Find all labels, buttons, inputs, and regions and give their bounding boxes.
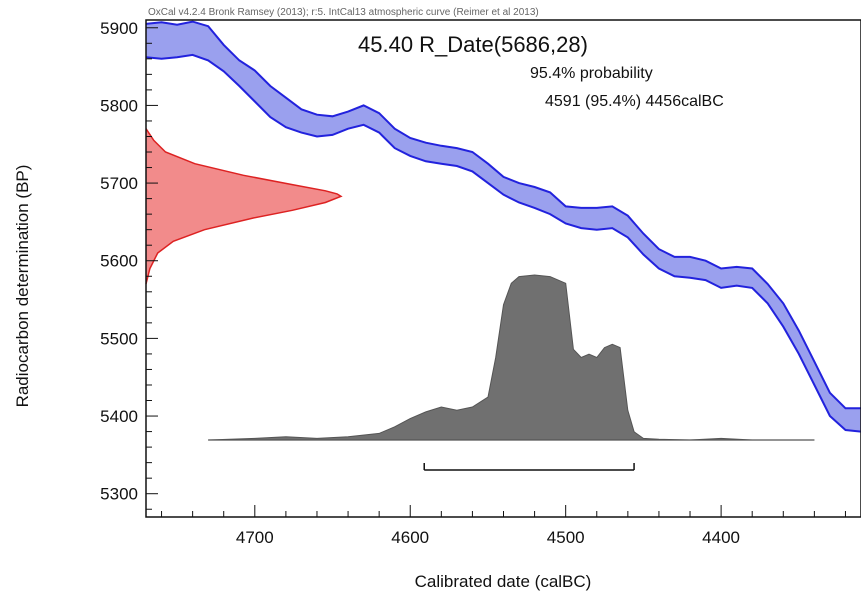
radiocarbon-distribution	[145, 128, 343, 285]
range-label: 4591 (95.4%) 4456calBC	[545, 93, 724, 110]
calibrated-fill	[208, 274, 815, 441]
curve-band-fill	[146, 21, 861, 432]
x-tick-label: 4400	[702, 528, 740, 547]
y-ticks: 5300 5400 5500 5600 5700 5800 5900	[100, 19, 158, 510]
x-axis-title: Calibrated date (calBC)	[415, 572, 592, 591]
x-tick-label: 4500	[547, 528, 585, 547]
y-tick-label: 5600	[100, 252, 138, 271]
x-tick-label: 4700	[236, 528, 274, 547]
curve-band	[145, 20, 861, 433]
radiocarbon-fill	[146, 128, 341, 284]
x-ticks: 4700 4600 4500 4400	[161, 505, 846, 547]
calibrated-distribution	[208, 274, 815, 441]
y-tick-label: 5400	[100, 407, 138, 426]
y-tick-label: 5700	[100, 174, 138, 193]
y-axis-title: Radiocarbon determination (BP)	[13, 165, 32, 408]
range-bar	[423, 463, 635, 471]
radiocarbon-outline	[145, 128, 343, 285]
x-tick-label: 4600	[391, 528, 429, 547]
curve-upper-line	[145, 20, 861, 410]
y-tick-label: 5900	[100, 19, 138, 38]
chart-title: 45.40 R_Date(5686,28)	[358, 32, 588, 57]
curve-lower-line	[145, 53, 861, 433]
y-tick-label: 5500	[100, 329, 138, 348]
y-tick-label: 5300	[100, 485, 138, 504]
y-tick-label: 5800	[100, 96, 138, 115]
probability-label: 95.4% probability	[530, 65, 653, 82]
header-text: OxCal v4.2.4 Bronk Ramsey (2013); r:5. I…	[148, 7, 539, 18]
